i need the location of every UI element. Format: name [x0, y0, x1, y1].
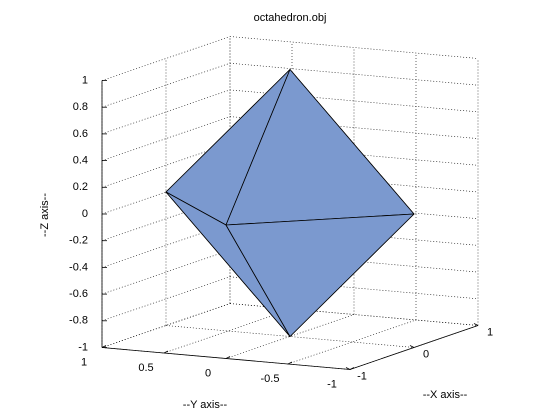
z-axis-label: --Z axis-- — [39, 193, 51, 237]
y-tick-label: 0.5 — [138, 362, 153, 374]
y-axis-label: --Y axis-- — [183, 399, 228, 411]
y-tick — [101, 345, 107, 348]
x-tick — [409, 345, 415, 348]
grid-line — [229, 169, 479, 193]
x-tick-label: 1 — [487, 326, 493, 338]
y-tick-label: 0 — [205, 367, 211, 379]
z-tick-label: -0.4 — [69, 261, 88, 273]
z-tick-label: 0 — [82, 208, 88, 220]
y-tick — [163, 350, 169, 354]
grid-line — [229, 276, 479, 300]
grid-line — [229, 62, 479, 86]
grid-line — [229, 223, 479, 246]
y-tick — [349, 367, 355, 370]
grid-line — [229, 303, 479, 326]
grid-line — [165, 325, 415, 348]
z-tick-label: 0.4 — [73, 155, 88, 167]
face — [225, 213, 415, 337]
z-tick-label: 1 — [82, 74, 88, 86]
y-tick — [225, 356, 231, 359]
y-tick — [287, 361, 293, 365]
z-tick-label: -1 — [78, 341, 88, 353]
z-tick-label: -0.2 — [69, 235, 88, 247]
y-tick-label: -0.5 — [261, 373, 280, 385]
x-tick-label: 0 — [423, 348, 429, 360]
z-tick-label: 0.2 — [73, 181, 88, 193]
grid-line — [229, 143, 479, 166]
grid-line — [229, 249, 479, 273]
x-axis-label: --X axis-- — [423, 389, 468, 401]
grid-line — [229, 36, 479, 59]
z-tick-label: -0.8 — [69, 315, 88, 327]
grid-line — [229, 116, 479, 139]
chart-title: octahedron.obj — [254, 12, 327, 24]
grid-line — [229, 89, 479, 113]
x-tick-label: -1 — [357, 370, 367, 382]
z-tick-label: -0.6 — [69, 288, 88, 300]
x-tick — [345, 367, 351, 370]
x-tick — [473, 323, 479, 326]
y-tick-label: 1 — [81, 356, 87, 368]
z-tick-label: 0.8 — [73, 101, 88, 113]
y-tick-label: -1 — [327, 378, 337, 390]
grid-line — [229, 196, 479, 219]
z-tick-label: 0.6 — [73, 128, 88, 140]
